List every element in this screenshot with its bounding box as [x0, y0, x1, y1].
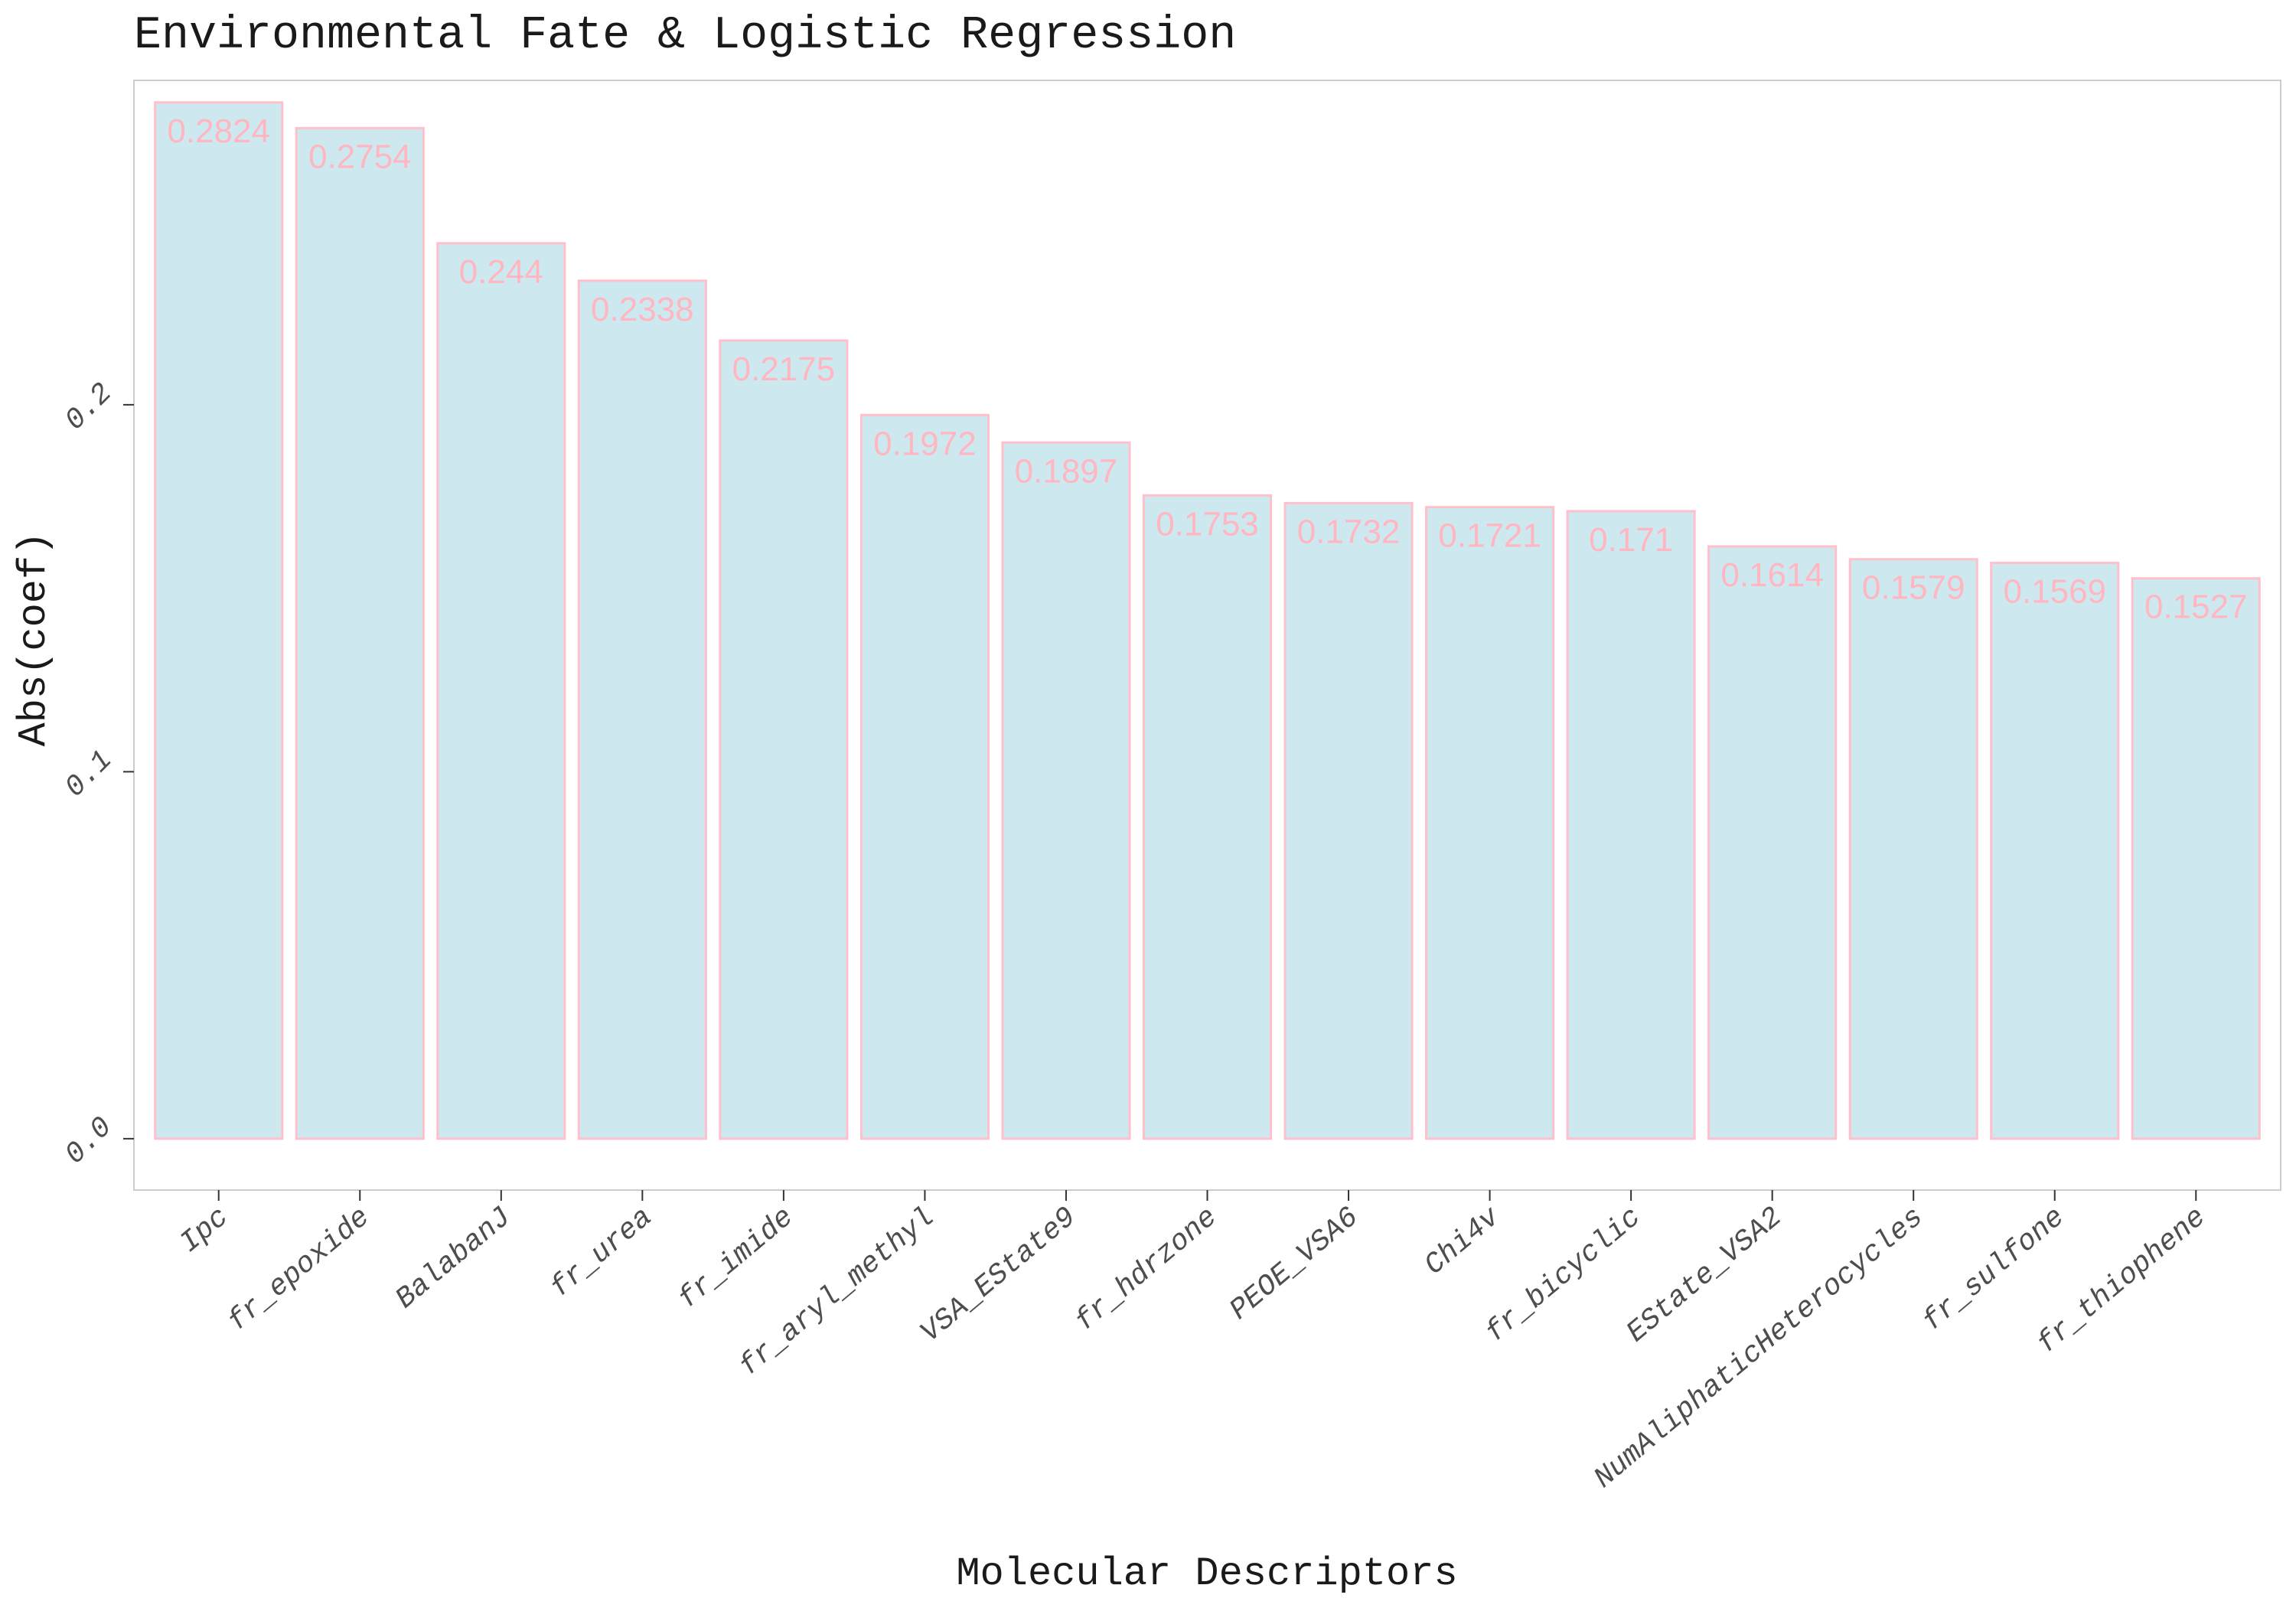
- y-axis-title: Abs(coef): [11, 532, 57, 747]
- bar-value-label: 0.1721: [1438, 517, 1541, 555]
- bar-Chi4v: [1425, 506, 1555, 1140]
- bar-value-label: 0.1527: [2144, 589, 2248, 626]
- bars: [154, 101, 2261, 1140]
- bar-fr_sulfone: [1990, 562, 2120, 1140]
- bar-value-label: 0.171: [1589, 521, 1673, 559]
- x-tick-label: BalabanJ: [390, 1201, 517, 1316]
- bar-BalabanJ: [436, 242, 566, 1140]
- x-axis-title: Molecular Descriptors: [956, 1551, 1457, 1596]
- x-tick-label: VSA_EState9: [915, 1201, 1083, 1349]
- x-tick-label: PEOE_VSA6: [1224, 1201, 1365, 1327]
- x-tick-label: Chi4v: [1418, 1200, 1507, 1282]
- bar-fr_aryl_methyl: [859, 413, 990, 1140]
- bar-value-label: 0.1972: [873, 425, 977, 462]
- bar-PEOE_VSA6: [1283, 501, 1414, 1140]
- x-tick-label: fr_urea: [544, 1201, 659, 1305]
- bar-fr_epoxide: [295, 126, 425, 1140]
- bar-value-label: 0.2824: [167, 113, 270, 150]
- bar-value-label: 0.1569: [2003, 573, 2106, 611]
- bar-value-label: 0.2338: [591, 291, 694, 328]
- bar-value-label: 0.1614: [1720, 556, 1824, 594]
- y-tick-label: 0.0: [59, 1111, 119, 1172]
- bar-VSA_EState9: [1001, 441, 1131, 1140]
- bar-value-label: 0.1753: [1156, 505, 1259, 543]
- y-tick-label: 0.2: [59, 377, 119, 438]
- bar-value-label: 0.1579: [1862, 569, 1965, 607]
- bar-fr_urea: [577, 279, 707, 1140]
- x-tick-label: Ipc: [174, 1201, 235, 1260]
- bar-fr_thiophene: [2131, 577, 2261, 1140]
- bar-value-labels: 0.2824 0.2754 0.244 0.2338 0.2175 0.1972 0.189…: [167, 113, 2247, 626]
- x-tick-label: fr_hdrzone: [1069, 1201, 1224, 1339]
- x-tick-label: fr_epoxide: [222, 1201, 377, 1339]
- bar-fr_bicyclic: [1566, 510, 1696, 1140]
- bar-value-label: 0.2754: [308, 138, 412, 175]
- y-axis: 0.0 0.1 0.2: [59, 377, 134, 1172]
- chart-title: Environmental Fate & Logistic Regression: [134, 10, 1236, 62]
- bar-NumAliphaticHeterocycles: [1848, 558, 1978, 1140]
- bar-fr_imide: [719, 339, 849, 1140]
- x-tick-label: fr_sulfone: [1916, 1201, 2071, 1339]
- x-tick-label: fr_imide: [672, 1201, 800, 1316]
- bar-value-label: 0.244: [459, 253, 543, 291]
- bar-value-label: 0.1897: [1015, 452, 1118, 490]
- bar-value-label: 0.2175: [732, 351, 836, 388]
- bar-fr_hdrzone: [1142, 494, 1273, 1140]
- y-tick-label: 0.1: [59, 744, 119, 804]
- bar-Ipc: [154, 101, 284, 1140]
- bar-EState_VSA2: [1707, 545, 1838, 1140]
- bar-value-label: 0.1732: [1297, 513, 1401, 550]
